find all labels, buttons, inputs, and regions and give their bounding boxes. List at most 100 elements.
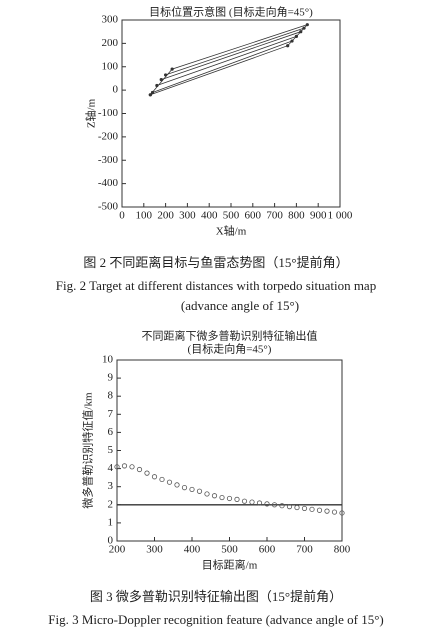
- point: [339, 510, 345, 516]
- y-tick-label: -500: [98, 201, 119, 213]
- point: [196, 488, 203, 494]
- point: [301, 505, 308, 512]
- point: [121, 463, 128, 469]
- y-tick-label: 1: [108, 516, 114, 528]
- x-tick-label: 700: [266, 210, 283, 222]
- y-tick-label: 100: [102, 60, 119, 72]
- x-tick-label: 600: [245, 210, 262, 222]
- x-tick-label: 300: [146, 544, 163, 556]
- x-axis-label: 目标距离/m: [202, 558, 258, 572]
- point: [189, 486, 195, 493]
- point: [234, 496, 240, 502]
- point: [136, 466, 143, 473]
- target-marker: [155, 83, 159, 88]
- y-axis-label: Z轴/m: [84, 98, 98, 128]
- point: [159, 476, 165, 483]
- point: [294, 504, 300, 511]
- point: [166, 479, 173, 485]
- x-tick-label: 0: [119, 210, 125, 222]
- track-line: [161, 31, 301, 80]
- y-axis-label: 微多普勒识别特征值/km: [81, 392, 95, 509]
- x-tick-label: 700: [296, 544, 313, 556]
- y-tick-label: -400: [98, 177, 119, 189]
- y-tick-label: -100: [98, 107, 119, 119]
- track-line: [156, 35, 297, 86]
- point: [241, 498, 248, 504]
- y-tick-label: 0: [113, 84, 119, 96]
- track-line: [152, 40, 293, 93]
- point: [271, 502, 278, 508]
- target-marker: [299, 30, 303, 34]
- y-tick-label: 9: [108, 372, 114, 384]
- point: [211, 493, 218, 499]
- chart-title: 不同距离下微多普勒识别特征输出值: [142, 329, 318, 343]
- x-tick-label: 500: [223, 210, 240, 222]
- y-tick-label: 200: [102, 37, 119, 49]
- point: [219, 494, 225, 501]
- x-tick-label: 300: [179, 210, 196, 222]
- x-tick-label: 400: [184, 544, 201, 556]
- point: [249, 499, 255, 505]
- y-tick-label: 7: [108, 408, 114, 420]
- point: [144, 470, 150, 476]
- point: [316, 507, 323, 513]
- point: [331, 509, 338, 515]
- target-marker: [148, 93, 152, 97]
- y-tick-label: 300: [102, 14, 119, 26]
- y-tick-label: 3: [108, 480, 114, 492]
- point: [181, 485, 188, 491]
- point: [174, 482, 180, 488]
- point: [309, 506, 315, 512]
- caption: (advance angle of 15°): [181, 298, 299, 313]
- x-tick-label: 800: [288, 210, 305, 222]
- point: [256, 500, 263, 506]
- x-tick-label: 900: [310, 210, 327, 222]
- y-tick-label: 5: [108, 444, 114, 456]
- point: [286, 504, 293, 510]
- y-tick-label: 4: [108, 462, 114, 474]
- x-tick-label: 600: [259, 544, 276, 556]
- x-tick-label: 800: [334, 544, 351, 556]
- point: [114, 464, 120, 470]
- x-tick-label: 1 000: [328, 210, 353, 222]
- target-marker: [170, 67, 174, 71]
- target-marker: [159, 78, 163, 82]
- y-tick-label: 10: [102, 354, 114, 366]
- target-marker: [286, 44, 290, 48]
- chart-subtitle: (目标走向角=45°): [188, 342, 272, 356]
- caption: Fig. 2 Target at different distances wit…: [56, 278, 376, 293]
- x-tick-label: 400: [201, 210, 218, 222]
- caption: 图 3 微多普勒识别特征输出图（15°提前角）: [90, 589, 342, 604]
- plot-frame: [121, 19, 341, 208]
- point: [264, 501, 270, 507]
- x-tick-label: 500: [221, 544, 238, 556]
- x-axis-label: X轴/m: [216, 224, 247, 238]
- chart-title: 目标位置示意图 (目标走向角=45°): [149, 5, 313, 19]
- target-marker: [302, 26, 306, 30]
- target-marker: [294, 34, 298, 38]
- x-tick-label: 100: [136, 210, 153, 222]
- point: [204, 491, 210, 497]
- plot-frame: [116, 359, 343, 542]
- y-tick-label: -300: [98, 154, 119, 166]
- target-marker: [150, 90, 155, 95]
- caption: 图 2 不同距离目标与鱼雷态势图（15°提前角）: [83, 255, 348, 270]
- caption: Fig. 3 Micro-Doppler recognition feature…: [48, 612, 384, 627]
- target-marker: [305, 23, 309, 27]
- point: [324, 508, 330, 514]
- target-marker: [164, 73, 168, 77]
- track-line: [165, 27, 305, 76]
- y-tick-label: 2: [108, 498, 114, 510]
- y-tick-label: 0: [108, 535, 114, 547]
- y-tick-label: -200: [98, 130, 119, 142]
- y-tick-label: 8: [108, 390, 114, 402]
- y-tick-label: 6: [108, 426, 114, 438]
- x-tick-label: 200: [109, 544, 126, 556]
- target-marker: [290, 39, 294, 43]
- point: [151, 474, 158, 480]
- point: [129, 464, 135, 470]
- x-tick-label: 200: [157, 210, 174, 222]
- point: [226, 495, 233, 502]
- point: [279, 503, 285, 509]
